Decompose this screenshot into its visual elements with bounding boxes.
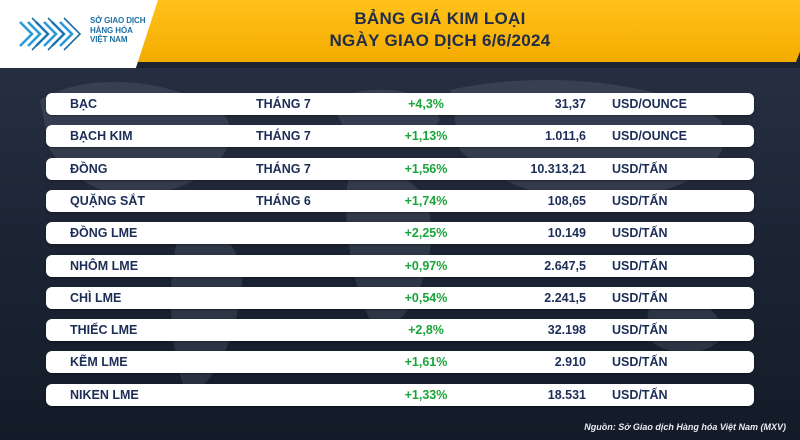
commodity-name: ĐỒNG LME — [70, 226, 138, 241]
contract-month: THÁNG 6 — [256, 193, 311, 208]
price-value: 18.531 — [547, 387, 586, 402]
commodity-name: NIKEN LME — [70, 387, 139, 402]
commodity-name: QUẶNG SẮT — [70, 193, 145, 208]
table-row: BẠCH KIM THÁNG 7 +1,13% 1.011,6 USD/OUNCE — [46, 125, 754, 148]
price-change: +2,8% — [408, 323, 444, 338]
price-unit: USD/TẤN — [612, 290, 668, 305]
title-line-2: NGÀY GIAO DỊCH 6/6/2024 — [329, 31, 551, 50]
logo-globe-icon — [19, 17, 82, 51]
contract-month: THÁNG 7 — [256, 97, 311, 111]
commodity-name: NHÔM LME — [70, 258, 139, 273]
contract-month: THÁNG 7 — [256, 161, 311, 176]
price-unit: USD/TẤN — [612, 355, 668, 370]
price-change: +1,61% — [404, 355, 448, 370]
table-row: KẼM LME +1,61% 2.910 USD/TẤN — [46, 351, 754, 374]
table-row: NIKEN LME +1,33% 18.531 USD/TẤN — [46, 383, 754, 406]
price-value: 10.313,21 — [530, 161, 586, 176]
price-change: +1,33% — [404, 387, 448, 402]
price-unit: USD/TẤN — [612, 161, 668, 176]
price-unit: USD/OUNCE — [612, 129, 688, 144]
table-row: CHÌ LME +0,54% 2.241,5 USD/TẤN — [46, 286, 754, 309]
page-title: BẢNG GIÁ KIM LOẠI NGÀY GIAO DỊCH 6/6/202… — [240, 8, 640, 52]
price-unit: USD/TẤN — [612, 193, 668, 208]
source-note: Nguồn: Sở Giao dịch Hàng hóa Việt Nam (M… — [584, 422, 786, 432]
price-change: +1,13% — [404, 129, 448, 144]
price-change: +1,74% — [404, 193, 448, 208]
price-value: 2.910 — [554, 355, 586, 370]
table-row: BẠC THÁNG 7 +4,3% 31,37 USD/OUNCE — [46, 93, 754, 115]
logo-line-3: VIỆT NAM — [90, 35, 128, 44]
logo-line-1: SỞ GIAO DỊCH — [90, 16, 146, 25]
price-value: 10.149 — [547, 226, 586, 241]
title-line-1: BẢNG GIÁ KIM LOẠI — [354, 9, 526, 28]
contract-month: THÁNG 7 — [256, 129, 311, 144]
price-value: 2.241,5 — [544, 290, 586, 305]
price-change: +4,3% — [408, 97, 444, 111]
price-value: 32.198 — [547, 323, 586, 338]
price-value: 2.647,5 — [544, 258, 586, 273]
price-unit: USD/OUNCE — [612, 97, 688, 111]
price-unit: USD/TẤN — [612, 258, 668, 273]
commodity-name: BẠC — [70, 97, 98, 111]
price-unit: USD/TẤN — [612, 323, 668, 338]
price-value: 108,65 — [547, 193, 586, 208]
table-row: QUẶNG SẮT THÁNG 6 +1,74% 108,65 USD/TẤN — [46, 189, 754, 212]
price-value: 31,37 — [554, 97, 586, 111]
logo-line-2: HÀNG HÓA — [90, 25, 133, 35]
price-change: +0,97% — [404, 258, 448, 273]
title-banner — [130, 0, 800, 62]
price-change: +1,56% — [404, 161, 448, 176]
table-row: ĐỒNG THÁNG 7 +1,56% 10.313,21 USD/TẤN — [46, 157, 754, 180]
header-banner: SỞ GIAO DỊCH HÀNG HÓA VIỆT NAM BẢNG GIÁ … — [0, 0, 800, 68]
commodity-name: CHÌ LME — [70, 290, 122, 305]
price-change: +2,25% — [404, 226, 448, 241]
price-value: 1.011,6 — [544, 129, 586, 144]
table-row: ĐỒNG LME +2,25% 10.149 USD/TẤN — [46, 222, 754, 245]
logo-wordmark: SỞ GIAO DỊCH HÀNG HÓA VIỆT NAM — [90, 16, 152, 45]
mxv-logo: SỞ GIAO DỊCH HÀNG HÓA VIỆT NAM — [0, 0, 158, 68]
table-row: NHÔM LME +0,97% 2.647,5 USD/TẤN — [46, 254, 754, 277]
commodity-name: THIẾC LME — [70, 323, 138, 338]
table-row: THIẾC LME +2,8% 32.198 USD/TẤN — [46, 319, 754, 342]
price-change: +0,54% — [404, 290, 448, 305]
price-unit: USD/TẤN — [612, 226, 668, 241]
price-unit: USD/TẤN — [612, 387, 668, 402]
commodity-name: KẼM LME — [70, 355, 128, 370]
commodity-name: ĐỒNG — [70, 161, 108, 176]
commodity-name: BẠCH KIM — [70, 129, 133, 144]
